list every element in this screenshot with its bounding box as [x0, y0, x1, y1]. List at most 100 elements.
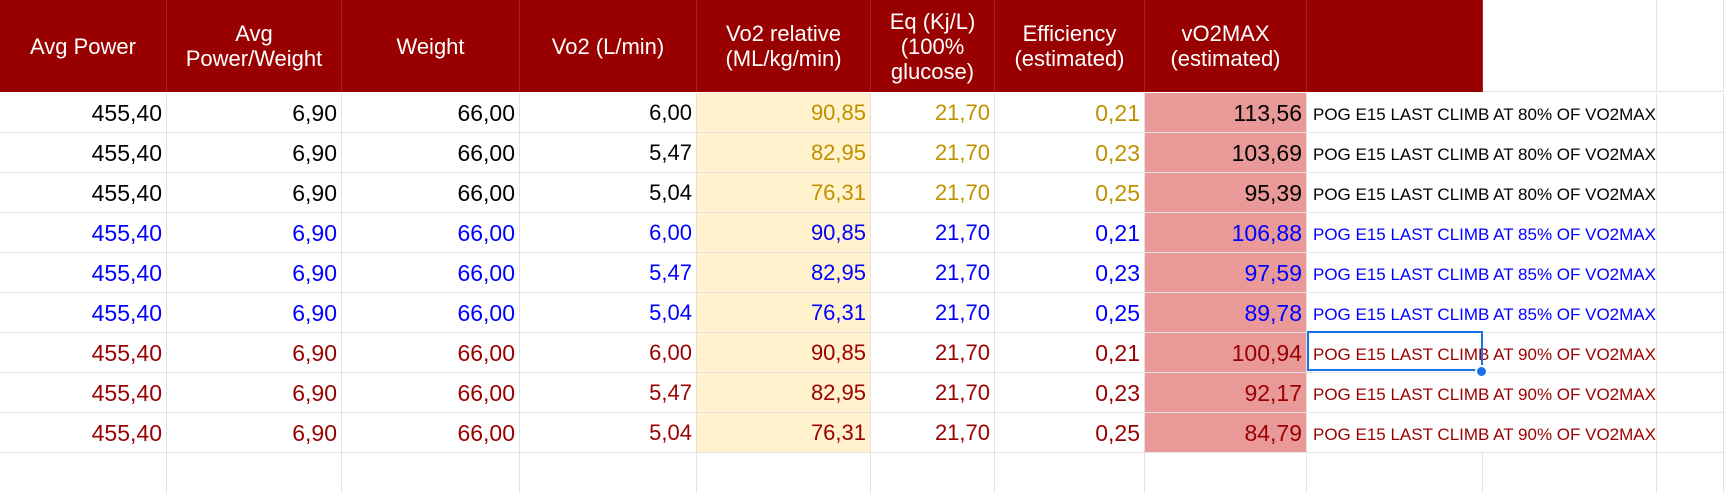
empty-cell[interactable]: [1307, 173, 1483, 213]
empty-cell[interactable]: [1307, 373, 1483, 413]
empty-cell[interactable]: [1483, 173, 1657, 213]
cell-vo2-relative[interactable]: 82,95: [697, 253, 871, 293]
empty-cell[interactable]: [1657, 213, 1724, 253]
cell-avg-power-weight[interactable]: 6,90: [167, 333, 342, 373]
cell-avg-power[interactable]: 455,40: [0, 173, 167, 213]
header-vo2-relative[interactable]: Vo2 relative (ML/kg/min): [697, 0, 871, 92]
cell-note[interactable]: POG E15 LAST CLIMB AT 80% OF VO2MAX: [1313, 105, 1656, 124]
empty-cell[interactable]: [1307, 213, 1483, 253]
empty-cell[interactable]: [995, 453, 1145, 493]
cell-vo2max[interactable]: 103,69: [1145, 133, 1307, 173]
cell-vo2-relative[interactable]: 82,95: [697, 133, 871, 173]
cell-weight[interactable]: 66,00: [342, 213, 520, 253]
cell-avg-power-weight[interactable]: 6,90: [167, 173, 342, 213]
empty-cell[interactable]: [1657, 373, 1724, 413]
cell-avg-power[interactable]: 455,40: [0, 133, 167, 173]
cell-avg-power[interactable]: 455,40: [0, 93, 167, 133]
empty-cell[interactable]: [1657, 293, 1724, 333]
header-efficiency[interactable]: Efficiency (estimated): [995, 0, 1145, 92]
empty-cell[interactable]: [1483, 453, 1657, 493]
empty-cell[interactable]: [1657, 253, 1724, 293]
empty-cell[interactable]: [1307, 413, 1483, 453]
empty-cell[interactable]: [697, 453, 871, 493]
cell-vo2-relative[interactable]: 90,85: [697, 333, 871, 373]
empty-cell[interactable]: [1657, 453, 1724, 493]
cell-avg-power-weight[interactable]: 6,90: [167, 213, 342, 253]
cell-vo2[interactable]: 5,47: [520, 133, 697, 173]
header-avg-power[interactable]: Avg Power: [0, 0, 167, 92]
empty-cell[interactable]: [1483, 413, 1657, 453]
cell-vo2max[interactable]: 95,39: [1145, 173, 1307, 213]
cell-efficiency[interactable]: 0,23: [995, 253, 1145, 293]
cell-eq[interactable]: 21,70: [871, 253, 995, 293]
cell-avg-power-weight[interactable]: 6,90: [167, 133, 342, 173]
empty-cell[interactable]: [1483, 93, 1657, 133]
cell-note[interactable]: POG E15 LAST CLIMB AT 90% OF VO2MAX: [1313, 385, 1656, 404]
cell-weight[interactable]: 66,00: [342, 293, 520, 333]
cell-efficiency[interactable]: 0,23: [995, 373, 1145, 413]
empty-cell[interactable]: [1483, 373, 1657, 413]
cell-eq[interactable]: 21,70: [871, 413, 995, 453]
cell-vo2max[interactable]: 84,79: [1145, 413, 1307, 453]
empty-cell[interactable]: [1483, 253, 1657, 293]
cell-avg-power[interactable]: 455,40: [0, 333, 167, 373]
cell-vo2[interactable]: 5,04: [520, 173, 697, 213]
cell-eq[interactable]: 21,70: [871, 373, 995, 413]
cell-weight[interactable]: 66,00: [342, 173, 520, 213]
cell-avg-power-weight[interactable]: 6,90: [167, 93, 342, 133]
cell-vo2max[interactable]: 100,94: [1145, 333, 1307, 373]
fill-handle[interactable]: [1475, 365, 1488, 378]
cell-vo2[interactable]: 5,04: [520, 413, 697, 453]
cell-efficiency[interactable]: 0,25: [995, 293, 1145, 333]
empty-cell[interactable]: [520, 453, 697, 493]
cell-avg-power[interactable]: 455,40: [0, 413, 167, 453]
empty-cell[interactable]: [1307, 453, 1483, 493]
cell-eq[interactable]: 21,70: [871, 293, 995, 333]
cell-avg-power-weight[interactable]: 6,90: [167, 253, 342, 293]
cell-weight[interactable]: 66,00: [342, 413, 520, 453]
empty-cell[interactable]: [1657, 93, 1724, 133]
empty-cell[interactable]: [1307, 93, 1483, 133]
cell-vo2[interactable]: 6,00: [520, 93, 697, 133]
cell-eq[interactable]: 21,70: [871, 213, 995, 253]
cell-vo2-relative[interactable]: 82,95: [697, 373, 871, 413]
cell-eq[interactable]: 21,70: [871, 133, 995, 173]
cell-note[interactable]: POG E15 LAST CLIMB AT 90% OF VO2MAX: [1313, 425, 1656, 444]
cell-vo2-relative[interactable]: 76,31: [697, 173, 871, 213]
empty-cell[interactable]: [1483, 213, 1657, 253]
empty-cell[interactable]: [1657, 133, 1724, 173]
cell-vo2max[interactable]: 97,59: [1145, 253, 1307, 293]
empty-cell[interactable]: [0, 453, 167, 493]
cell-vo2-relative[interactable]: 76,31: [697, 293, 871, 333]
cell-note[interactable]: POG E15 LAST CLIMB AT 85% OF VO2MAX: [1313, 225, 1656, 244]
empty-cell[interactable]: [1483, 133, 1657, 173]
cell-efficiency[interactable]: 0,21: [995, 333, 1145, 373]
empty-cell[interactable]: [342, 453, 520, 493]
cell-avg-power-weight[interactable]: 6,90: [167, 373, 342, 413]
cell-vo2-relative[interactable]: 76,31: [697, 413, 871, 453]
cell-efficiency[interactable]: 0,21: [995, 93, 1145, 133]
cell-note[interactable]: POG E15 LAST CLIMB AT 85% OF VO2MAX: [1313, 265, 1656, 284]
cell-vo2[interactable]: 5,47: [520, 253, 697, 293]
cell-efficiency[interactable]: 0,21: [995, 213, 1145, 253]
cell-eq[interactable]: 21,70: [871, 93, 995, 133]
empty-cell[interactable]: [1483, 333, 1657, 373]
cell-vo2-relative[interactable]: 90,85: [697, 213, 871, 253]
cell-weight[interactable]: 66,00: [342, 373, 520, 413]
cell-avg-power[interactable]: 455,40: [0, 293, 167, 333]
cell-vo2max[interactable]: 92,17: [1145, 373, 1307, 413]
cell-vo2max[interactable]: 89,78: [1145, 293, 1307, 333]
cell-weight[interactable]: 66,00: [342, 133, 520, 173]
header-avg-power-weight[interactable]: Avg Power/Weight: [167, 0, 342, 92]
cell-eq[interactable]: 21,70: [871, 173, 995, 213]
cell-note[interactable]: POG E15 LAST CLIMB AT 85% OF VO2MAX: [1313, 305, 1656, 324]
cell-vo2[interactable]: 5,47: [520, 373, 697, 413]
cell-avg-power[interactable]: 455,40: [0, 253, 167, 293]
cell-avg-power[interactable]: 455,40: [0, 373, 167, 413]
cell-efficiency[interactable]: 0,25: [995, 413, 1145, 453]
cell-vo2max[interactable]: 106,88: [1145, 213, 1307, 253]
cell-avg-power-weight[interactable]: 6,90: [167, 413, 342, 453]
cell-vo2-relative[interactable]: 90,85: [697, 93, 871, 133]
empty-cell[interactable]: [1307, 133, 1483, 173]
cell-note[interactable]: POG E15 LAST CLIMB AT 80% OF VO2MAX: [1313, 145, 1656, 164]
